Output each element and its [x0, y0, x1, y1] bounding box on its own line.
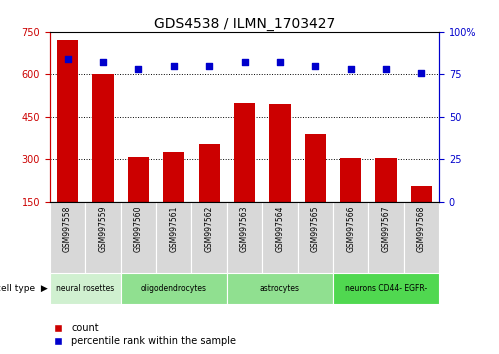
Point — [276, 59, 284, 65]
Bar — [57, 40, 78, 202]
Legend: count, percentile rank within the sample: count, percentile rank within the sample — [45, 319, 240, 350]
Bar — [262, 202, 297, 273]
Bar — [411, 186, 432, 202]
Text: GSM997568: GSM997568 — [417, 205, 426, 252]
Text: GSM997562: GSM997562 — [205, 205, 214, 252]
Bar — [305, 134, 326, 202]
Point — [63, 56, 71, 62]
Text: GSM997565: GSM997565 — [311, 205, 320, 252]
Bar — [50, 202, 85, 273]
Text: GSM997560: GSM997560 — [134, 205, 143, 252]
Bar — [192, 202, 227, 273]
Text: neural rosettes: neural rosettes — [56, 284, 114, 293]
Text: cell type  ▶: cell type ▶ — [0, 284, 48, 293]
Point — [99, 59, 107, 65]
Bar — [227, 273, 333, 304]
Title: GDS4538 / ILMN_1703427: GDS4538 / ILMN_1703427 — [154, 17, 335, 31]
Bar — [404, 202, 439, 273]
Bar — [85, 202, 121, 273]
Point — [382, 67, 390, 72]
Text: GSM997567: GSM997567 — [382, 205, 391, 252]
Point — [205, 63, 213, 69]
Text: GSM997559: GSM997559 — [98, 205, 107, 252]
Point — [241, 59, 249, 65]
Point — [170, 63, 178, 69]
Bar — [269, 104, 290, 202]
Bar — [121, 202, 156, 273]
Bar — [227, 202, 262, 273]
Text: GSM997566: GSM997566 — [346, 205, 355, 252]
Bar — [156, 202, 192, 273]
Text: GSM997563: GSM997563 — [240, 205, 249, 252]
Text: neurons CD44- EGFR-: neurons CD44- EGFR- — [345, 284, 427, 293]
Bar — [50, 273, 121, 304]
Text: astrocytes: astrocytes — [260, 284, 300, 293]
Text: GSM997558: GSM997558 — [63, 205, 72, 252]
Bar — [163, 152, 184, 202]
Text: GSM997564: GSM997564 — [275, 205, 284, 252]
Bar — [375, 158, 397, 202]
Bar — [333, 202, 368, 273]
Text: oligodendrocytes: oligodendrocytes — [141, 284, 207, 293]
Bar — [234, 103, 255, 202]
Point — [347, 67, 355, 72]
Bar — [368, 202, 404, 273]
Bar — [128, 157, 149, 202]
Bar — [297, 202, 333, 273]
Text: GSM997561: GSM997561 — [169, 205, 178, 252]
Bar — [333, 273, 439, 304]
Point — [134, 67, 142, 72]
Bar — [340, 158, 361, 202]
Bar — [92, 74, 114, 202]
Point — [311, 63, 319, 69]
Point — [418, 70, 426, 75]
Bar — [121, 273, 227, 304]
Bar — [199, 144, 220, 202]
